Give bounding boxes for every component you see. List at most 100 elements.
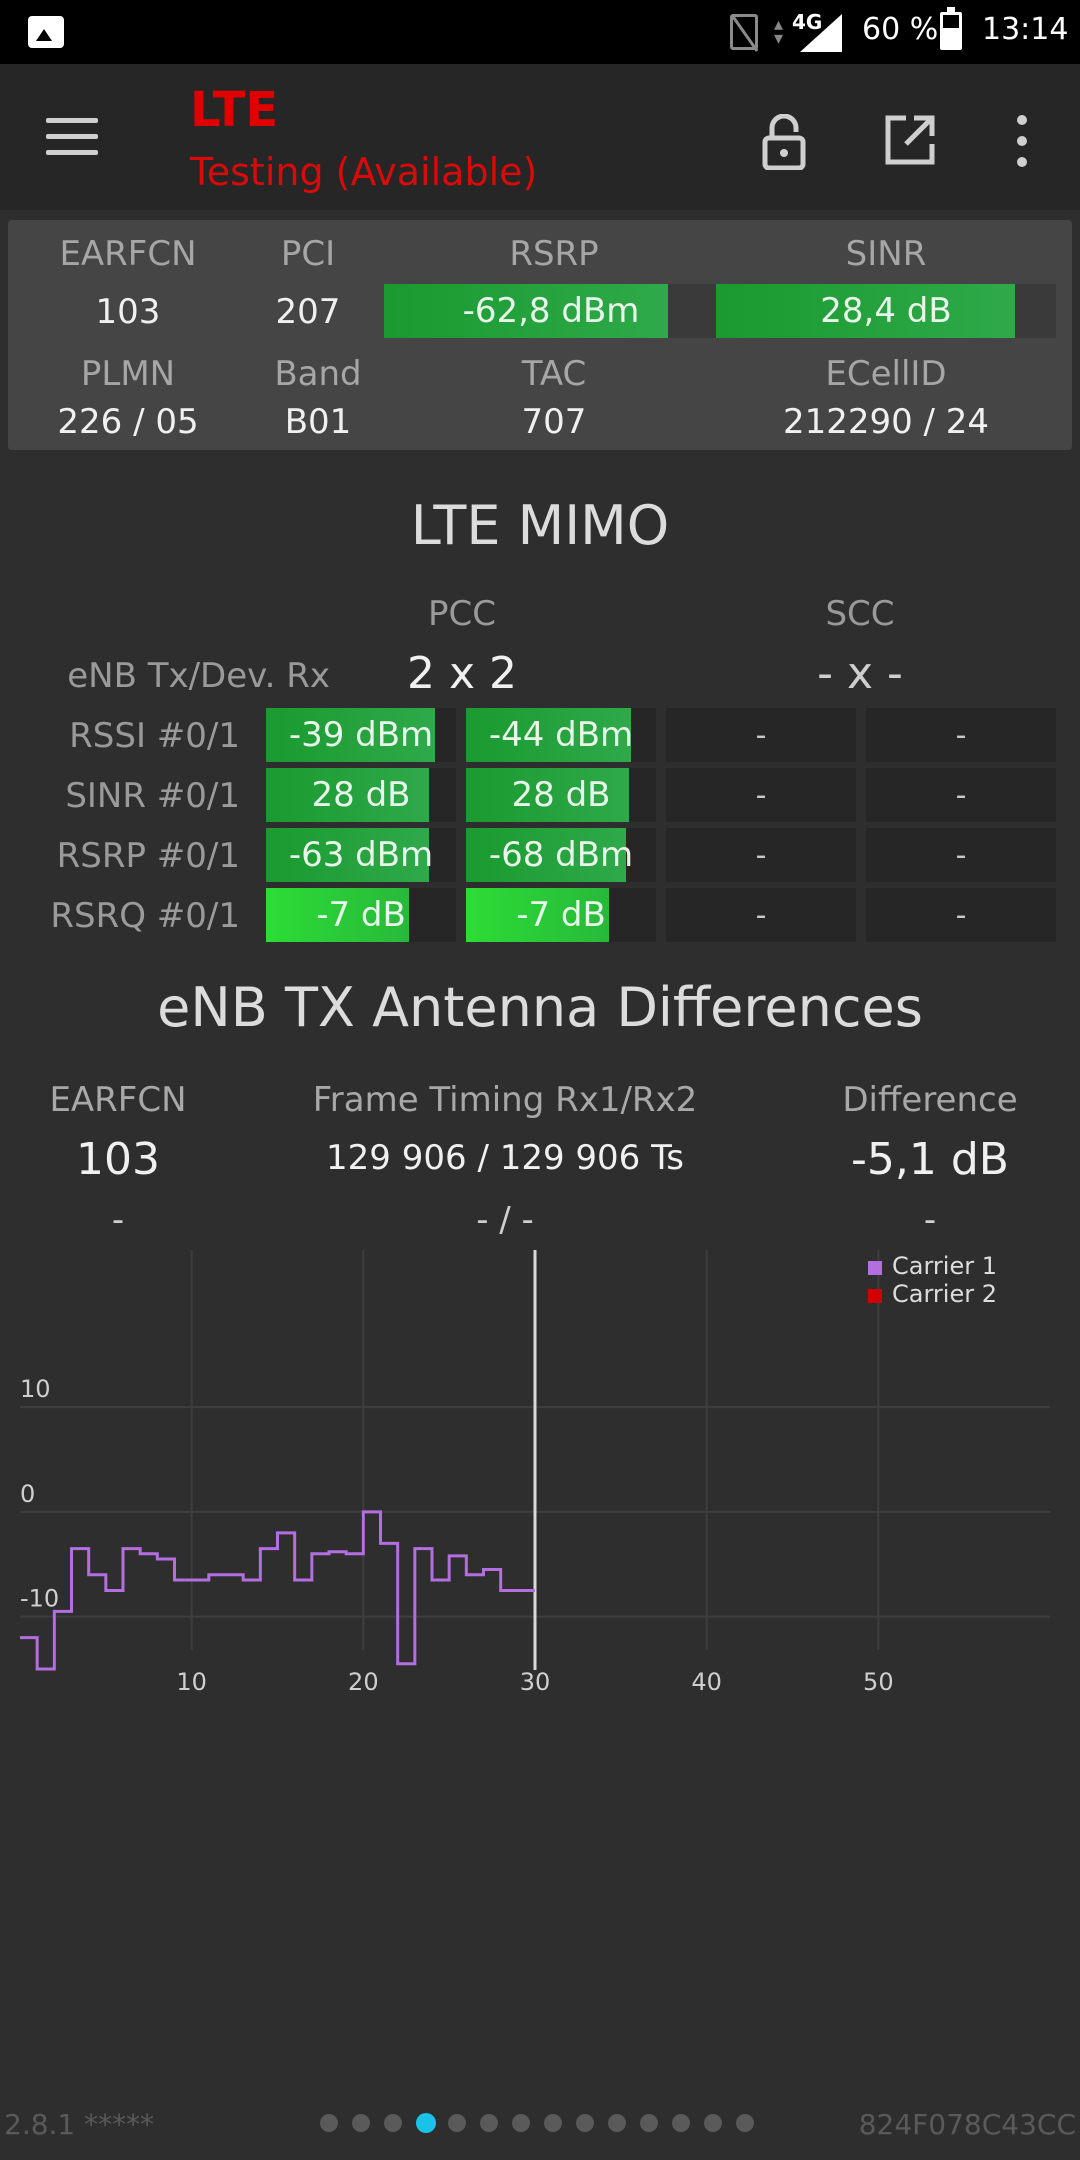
app-version: 2.8.1 *****: [4, 2108, 155, 2141]
mimo-cell-value: -7 dB: [316, 895, 406, 935]
mimo-cell-pcc1: -68 dBm: [466, 828, 656, 882]
no-sim-icon: [730, 14, 758, 50]
mimo-cell-value: -: [955, 837, 967, 873]
page-dot[interactable]: [544, 2114, 562, 2132]
cell-info-card: EARFCN PCI RSRP SINR 103 207 -62,8 dBm 2…: [8, 220, 1072, 450]
battery-percent: 60 %: [862, 12, 939, 47]
mimo-cell-pcc0: 28 dB: [266, 768, 456, 822]
page-subtitle: Testing (Available): [190, 150, 538, 194]
difference-value-2: -: [923, 1200, 937, 1240]
mimo-cell-scc0: -: [666, 768, 856, 822]
more-options-icon[interactable]: [1010, 114, 1034, 168]
page-dot[interactable]: [576, 2114, 594, 2132]
mimo-cell-scc0: -: [666, 828, 856, 882]
mimo-cell-pcc1: -7 dB: [466, 888, 656, 942]
sinr-value: 28,4 dB: [820, 291, 952, 331]
tac-value: 707: [521, 402, 587, 442]
y-tick-label: -10: [20, 1585, 59, 1613]
rsrp-bar: -62,8 dBm: [384, 284, 718, 338]
open-external-icon[interactable]: [884, 114, 936, 166]
mimo-cell-scc1: -: [866, 768, 1056, 822]
page-dot[interactable]: [512, 2114, 530, 2132]
x-tick-label: 50: [863, 1668, 894, 1696]
sinr-bar: 28,4 dB: [716, 284, 1056, 338]
page-title: LTE: [190, 82, 279, 138]
band-label: Band: [274, 354, 362, 394]
page-dot[interactable]: [640, 2114, 658, 2132]
lock-open-icon[interactable]: [762, 114, 806, 170]
data-activity-icon: ▴ ▾: [774, 14, 784, 49]
ad-earfcn-value-2: -: [111, 1200, 125, 1240]
plmn-label: PLMN: [80, 354, 176, 394]
clock: 13:14: [982, 12, 1069, 47]
page-dot[interactable]: [736, 2114, 754, 2132]
mimo-cell-value: 28 dB: [511, 775, 611, 815]
mimo-cell-pcc0: -63 dBm: [266, 828, 456, 882]
mimo-cell-scc0: -: [666, 888, 856, 942]
page-dot[interactable]: [704, 2114, 722, 2132]
scc-label: SCC: [825, 594, 895, 634]
mimo-cell-value: -: [755, 837, 767, 873]
battery-icon: [940, 7, 962, 50]
antenna-diff-title: eNB TX Antenna Differences: [157, 976, 923, 1039]
sinr-label: SINR: [845, 234, 927, 274]
mimo-cell-scc1: -: [866, 888, 1056, 942]
mimo-cell-value: -: [755, 777, 767, 813]
scc-value: - x -: [817, 648, 903, 699]
legend-swatch: [868, 1289, 882, 1303]
page-dot[interactable]: [672, 2114, 690, 2132]
page-dot[interactable]: [384, 2114, 402, 2132]
legend-swatch: [868, 1261, 882, 1275]
difference-value: -5,1 dB: [851, 1134, 1009, 1185]
page-dot[interactable]: [320, 2114, 338, 2132]
x-tick-label: 40: [691, 1668, 722, 1696]
ad-earfcn-label: EARFCN: [49, 1080, 187, 1120]
mimo-row-label: RSSI #0/1: [69, 716, 240, 756]
menu-icon[interactable]: [46, 118, 98, 156]
rsrp-label: RSRP: [509, 234, 599, 274]
page-dot[interactable]: [448, 2114, 466, 2132]
ad-earfcn-value: 103: [76, 1134, 160, 1185]
mimo-cell-value: -68 dBm: [488, 835, 634, 875]
mimo-cell-value: -44 dBm: [488, 715, 634, 755]
page-dot[interactable]: [480, 2114, 498, 2132]
frame-timing-value-2: - / -: [476, 1200, 534, 1240]
tac-label: TAC: [521, 354, 587, 394]
mimo-cell-value: -: [955, 717, 967, 753]
mimo-row-label: RSRP #0/1: [56, 836, 240, 876]
mimo-cell-pcc1: -44 dBm: [466, 708, 656, 762]
mimo-cell-value: -: [955, 777, 967, 813]
mimo-cell-value: -7 dB: [516, 895, 606, 935]
pci-value: 207: [275, 292, 341, 332]
band-value: B01: [284, 402, 352, 442]
mimo-cell-scc1: -: [866, 828, 1056, 882]
x-tick-label: 10: [176, 1668, 207, 1696]
device-id: 824F078C43CC: [858, 2108, 1076, 2141]
mimo-cell-value: -: [955, 897, 967, 933]
mimo-cell-value: -: [755, 897, 767, 933]
page-dot[interactable]: [352, 2114, 370, 2132]
page-dot[interactable]: [416, 2113, 436, 2133]
page-dot[interactable]: [608, 2114, 626, 2132]
pcc-label: PCC: [428, 594, 496, 634]
pci-label: PCI: [280, 234, 336, 274]
mimo-title: LTE MIMO: [410, 494, 670, 557]
plmn-value: 226 / 05: [57, 402, 199, 442]
gallery-notification-icon: [28, 16, 64, 48]
legend-label: Carrier 1: [892, 1252, 997, 1280]
frame-timing-label: Frame Timing Rx1/Rx2: [312, 1080, 698, 1120]
mimo-cell-value: -39 dBm: [288, 715, 434, 755]
x-tick-label: 20: [348, 1668, 379, 1696]
x-tick-label: 30: [520, 1668, 551, 1696]
mimo-row-label: RSRQ #0/1: [50, 896, 240, 936]
ecellid-label: ECellID: [825, 354, 947, 394]
pcc-value: 2 x 2: [407, 648, 517, 699]
enb-tx-dev-rx-label: eNB Tx/Dev. Rx: [67, 656, 330, 696]
mimo-row-label: SINR #0/1: [65, 776, 240, 816]
mimo-cell-value: -63 dBm: [288, 835, 434, 875]
mimo-cell-scc1: -: [866, 708, 1056, 762]
mimo-cell-value: 28 dB: [311, 775, 411, 815]
frame-timing-value: 129 906 / 129 906 Ts: [326, 1138, 684, 1178]
y-tick-label: 0: [20, 1480, 35, 1508]
